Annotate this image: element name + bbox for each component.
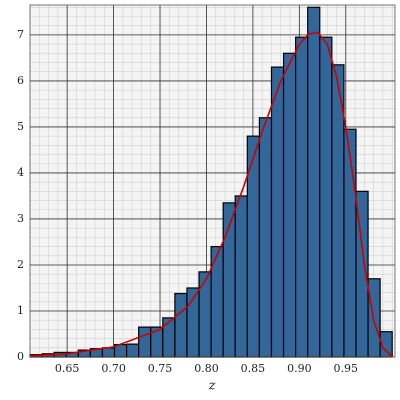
x-tick-label: 0.80: [194, 362, 219, 375]
bar: [270, 66, 285, 358]
x-axis-title: z: [208, 379, 216, 394]
x-tick-label: 0.95: [334, 362, 359, 375]
y-tick-label: 5: [17, 120, 24, 133]
bar: [258, 117, 273, 358]
y-tick-label: 0: [17, 350, 24, 363]
bar: [319, 36, 333, 358]
y-tick-label: 3: [17, 212, 24, 225]
x-tick-label: 0.90: [287, 362, 312, 375]
bars: [29, 6, 393, 358]
y-tick-label: 7: [17, 28, 24, 41]
bar: [198, 271, 212, 358]
x-tick-label: 0.65: [55, 362, 80, 375]
bar: [138, 326, 152, 358]
y-tick-label: 6: [17, 74, 24, 87]
bar: [162, 317, 176, 358]
bar: [234, 195, 248, 358]
x-tick-label: 0.75: [148, 362, 173, 375]
bar: [295, 36, 309, 358]
x-tick-label: 0.85: [241, 362, 266, 375]
bar: [282, 52, 297, 358]
bar: [174, 292, 188, 358]
bar: [101, 347, 116, 358]
bar: [307, 6, 321, 358]
y-tick-label: 2: [17, 258, 24, 271]
y-tick-label: 4: [17, 166, 24, 179]
bar: [343, 128, 357, 358]
density-curve: [29, 31, 393, 358]
x-tick-label: 0.70: [101, 362, 126, 375]
bar: [125, 343, 140, 358]
plot-frame: [29, 4, 396, 358]
y-tick-label: 1: [17, 304, 24, 317]
labels: 0.65 0.70 0.75 0.80 0.85 0.90 0.95 0 1 2 3 4 5 6 7: [17, 28, 358, 375]
bar: [367, 278, 381, 358]
